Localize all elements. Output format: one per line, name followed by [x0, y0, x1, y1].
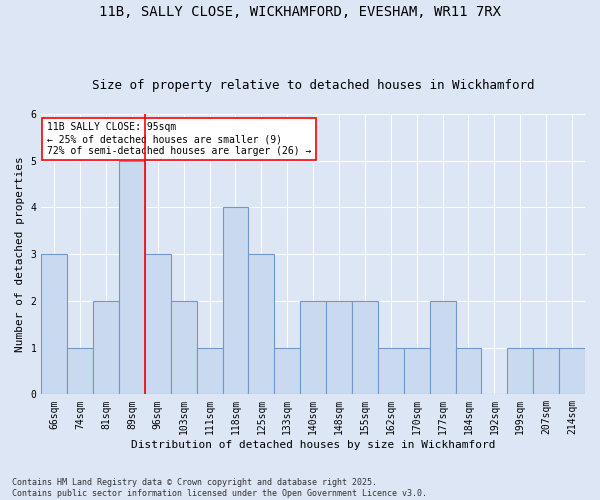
Bar	[171, 301, 197, 394]
Bar	[197, 348, 223, 395]
Bar	[352, 301, 378, 394]
Text: Contains HM Land Registry data © Crown copyright and database right 2025.
Contai: Contains HM Land Registry data © Crown c…	[12, 478, 427, 498]
Bar	[248, 254, 274, 394]
Bar	[559, 348, 585, 395]
Text: 11B, SALLY CLOSE, WICKHAMFORD, EVESHAM, WR11 7RX: 11B, SALLY CLOSE, WICKHAMFORD, EVESHAM, …	[99, 5, 501, 19]
Bar	[223, 208, 248, 394]
Bar	[430, 301, 455, 394]
Bar	[93, 301, 119, 394]
Text: 11B SALLY CLOSE: 95sqm
← 25% of detached houses are smaller (9)
72% of semi-deta: 11B SALLY CLOSE: 95sqm ← 25% of detached…	[47, 122, 311, 156]
Bar	[300, 301, 326, 394]
Bar	[67, 348, 93, 395]
X-axis label: Distribution of detached houses by size in Wickhamford: Distribution of detached houses by size …	[131, 440, 496, 450]
Bar	[455, 348, 481, 395]
Bar	[533, 348, 559, 395]
Bar	[404, 348, 430, 395]
Y-axis label: Number of detached properties: Number of detached properties	[15, 156, 25, 352]
Bar	[378, 348, 404, 395]
Bar	[508, 348, 533, 395]
Bar	[41, 254, 67, 394]
Title: Size of property relative to detached houses in Wickhamford: Size of property relative to detached ho…	[92, 79, 535, 92]
Bar	[119, 160, 145, 394]
Bar	[145, 254, 171, 394]
Bar	[274, 348, 300, 395]
Bar	[326, 301, 352, 394]
